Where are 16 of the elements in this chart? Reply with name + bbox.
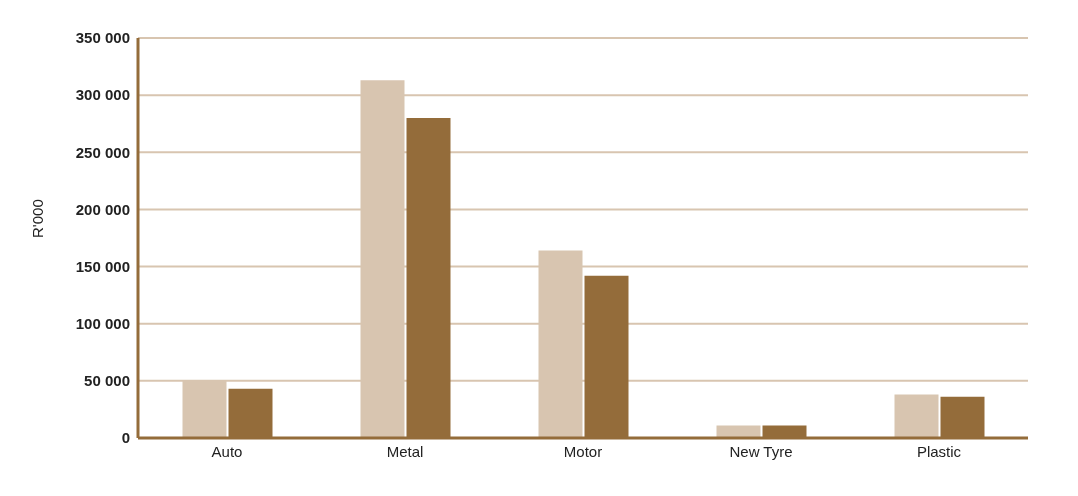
y-tick-label: 50 000 [84,372,130,390]
y-tick-label: 350 000 [75,29,130,47]
y-tick-label: 250 000 [75,143,130,161]
y-axis-title: R'000 [29,199,47,238]
x-tick-label: Plastic [916,442,962,460]
y-tick-label: 0 [121,429,130,447]
bar [894,394,939,438]
y-tick-label: 200 000 [75,200,130,218]
y-tick-label: 300 000 [75,86,130,104]
y-tick-label: 100 000 [75,315,130,333]
x-tick-label: New Tyre [729,442,793,460]
x-tick-label: Motor [563,442,603,460]
y-tick-label: 150 000 [75,257,130,275]
bar [716,425,761,438]
x-tick-label: Metal [386,442,424,460]
x-tick-label: Auto [211,442,243,460]
